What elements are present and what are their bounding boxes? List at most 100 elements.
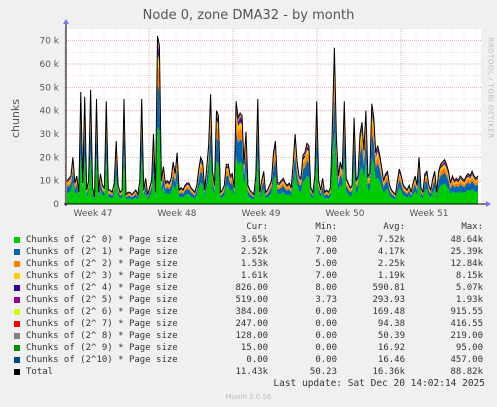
legend-value-cur: 0.00	[246, 355, 268, 365]
legend-value-max: 48.64k	[450, 235, 483, 245]
legend-value-max: 457.00	[450, 355, 483, 365]
legend-value-avg: 16.36k	[372, 367, 405, 377]
legend-value-min: 7.00	[315, 235, 337, 245]
x-tick-label: Week 51	[410, 209, 449, 219]
legend-value-cur: 247.00	[235, 319, 268, 329]
legend-value-max: 25.39k	[450, 247, 483, 257]
legend-value-avg: 50.39	[377, 331, 405, 341]
x-tick-label: Week 47	[74, 209, 113, 219]
legend-value-cur: 11.43k	[235, 367, 268, 377]
y-tick-label: 0	[53, 200, 59, 210]
legend-value-min: 0.00	[315, 331, 337, 341]
legend-header-max: Max:	[461, 222, 483, 232]
y-tick-label: 70 k	[39, 37, 59, 47]
legend-swatch	[14, 321, 20, 327]
legend-swatch	[14, 249, 20, 255]
legend-value-cur: 519.00	[235, 295, 268, 305]
legend-value-max: 8.15k	[455, 271, 483, 281]
y-tick-label: 40 k	[39, 107, 59, 117]
legend-value-min: 0.00	[315, 355, 337, 365]
x-tick-label: Week 48	[158, 209, 197, 219]
x-tick-label: Week 49	[242, 209, 281, 219]
legend-value-min: 0.00	[315, 307, 337, 317]
legend-value-max: 12.84k	[450, 259, 483, 269]
legend-header-min: Min:	[315, 222, 337, 232]
legend-swatch	[14, 357, 20, 363]
legend-series-name: Chunks of (2^ 5) * Page size	[26, 295, 178, 305]
legend-value-min: 0.00	[315, 319, 337, 329]
legend-swatch	[14, 273, 20, 279]
legend-value-max: 416.55	[450, 319, 483, 329]
legend-value-avg: 16.46	[377, 355, 405, 365]
legend-value-avg: 7.52k	[377, 235, 405, 245]
legend-series-name: Chunks of (2^ 1) * Page size	[26, 247, 178, 257]
chart-title: Node 0, zone DMA32 - by month	[142, 8, 355, 23]
y-tick-label: 30 k	[39, 130, 59, 140]
legend-value-cur: 128.00	[235, 331, 268, 341]
legend-series-name: Chunks of (2^ 0) * Page size	[26, 235, 178, 245]
legend-series-name: Chunks of (2^ 6) * Page size	[26, 307, 178, 317]
legend-series-name: Total	[26, 367, 54, 377]
legend-value-avg: 1.19k	[377, 271, 405, 281]
legend-value-max: 1.93k	[455, 295, 483, 305]
legend-swatch	[14, 261, 20, 267]
legend-value-avg: 4.17k	[377, 247, 405, 257]
legend-value-avg: 590.81	[372, 283, 405, 293]
legend-value-avg: 16.92	[377, 343, 405, 353]
legend-value-max: 88.82k	[450, 367, 483, 377]
legend-value-cur: 1.53k	[240, 259, 268, 269]
legend-series-name: Chunks of (2^ 3) * Page size	[26, 271, 178, 281]
munin-version: Munin 2.0.56	[225, 393, 272, 401]
legend-value-min: 8.00	[315, 283, 337, 293]
legend-value-min: 7.00	[315, 247, 337, 257]
legend-value-avg: 293.93	[372, 295, 405, 305]
stacked-areas	[66, 35, 479, 204]
last-update: Last update: Sat Dec 20 14:02:14 2025	[273, 378, 485, 389]
legend-value-avg: 2.25k	[377, 259, 405, 269]
legend-swatch	[14, 285, 20, 291]
legend-value-cur: 2.52k	[240, 247, 268, 257]
y-tick-labels: 0 10 k 20 k 30 k 40 k 50 k 60 k 70 k	[39, 37, 59, 210]
legend-value-max: 5.07k	[455, 283, 483, 293]
legend-swatch	[14, 345, 20, 351]
legend-value-max: 915.55	[450, 307, 483, 317]
y-tick-label: 50 k	[39, 83, 59, 93]
area-series-0	[67, 126, 478, 204]
legend-value-cur: 826.00	[235, 283, 268, 293]
legend-series-name: Chunks of (2^ 2) * Page size	[26, 259, 178, 269]
legend-series-name: Chunks of (2^ 4) * Page size	[26, 283, 178, 293]
y-tick-label: 10 k	[39, 177, 59, 187]
legend-series-name: Chunks of (2^ 8) * Page size	[26, 331, 178, 341]
legend-value-max: 95.00	[455, 343, 483, 353]
y-tick-label: 20 k	[39, 153, 59, 163]
legend-value-min: 7.00	[315, 271, 337, 281]
legend-swatch	[14, 309, 20, 315]
legend-series-name: Chunks of (2^ 7) * Page size	[26, 319, 178, 329]
legend-header-cur: Cur:	[246, 222, 268, 232]
legend-value-cur: 384.00	[235, 307, 268, 317]
legend-value-max: 219.00	[450, 331, 483, 341]
x-axis-arrow	[486, 201, 491, 207]
legend-swatch	[14, 333, 20, 339]
legend-series-name: Chunks of (2^ 9) * Page size	[26, 343, 178, 353]
legend-swatch	[14, 369, 20, 375]
y-tick-label: 60 k	[39, 60, 59, 70]
legend-series-name: Chunks of (2^10) * Page size	[26, 355, 178, 365]
total-line	[66, 35, 479, 198]
legend-swatch	[14, 297, 20, 303]
x-tick-label: Week 50	[326, 209, 365, 219]
legend-value-cur: 1.61k	[240, 271, 268, 281]
area-series-1	[67, 84, 478, 201]
legend-value-min: 3.73	[315, 295, 337, 305]
x-tick-labels: Week 47 Week 48 Week 49 Week 50 Week 51	[74, 209, 449, 219]
legend-value-avg: 94.38	[377, 319, 405, 329]
legend-value-cur: 15.00	[240, 343, 268, 353]
legend-value-min: 0.00	[315, 343, 337, 353]
legend-swatch	[14, 237, 20, 243]
legend-value-min: 50.23	[309, 367, 337, 377]
legend-value-avg: 169.48	[372, 307, 405, 317]
legend-header-avg: Avg:	[383, 222, 405, 232]
legend-value-min: 5.00	[315, 259, 337, 269]
legend-value-cur: 3.65k	[240, 235, 268, 245]
y-axis-arrow	[63, 19, 69, 24]
